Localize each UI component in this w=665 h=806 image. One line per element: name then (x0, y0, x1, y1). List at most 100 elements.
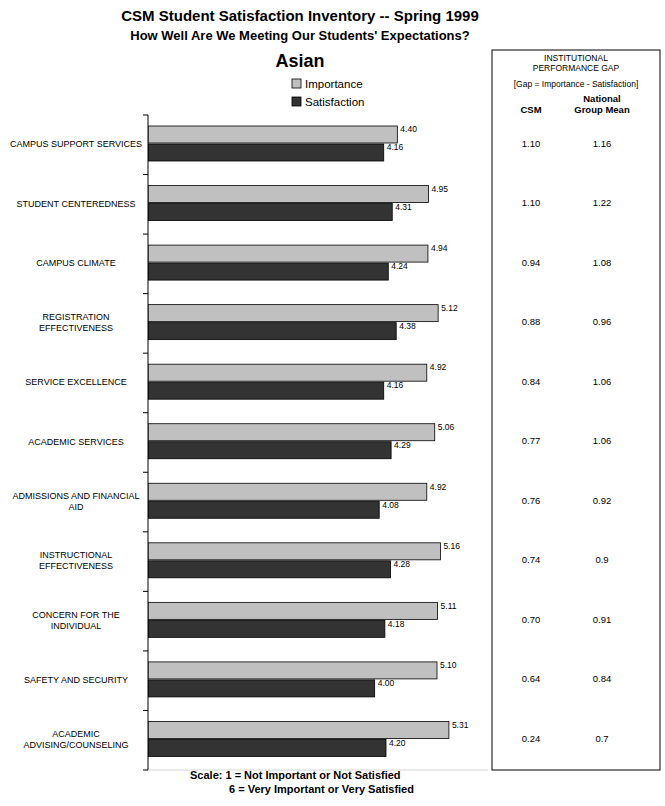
table-cell: 0.84 (522, 376, 541, 387)
data-label: 4.20 (389, 738, 406, 748)
category-tick (143, 234, 148, 235)
category-tick (143, 770, 148, 771)
bar (148, 126, 397, 143)
bar (148, 263, 388, 280)
legend-label: Importance (305, 78, 363, 90)
data-label: 4.29 (394, 440, 411, 450)
category-label: ADMISSIONS AND FINANCIALAID (12, 491, 139, 512)
category-label: ACADEMICADVISING/COUNSELING (23, 729, 128, 750)
table-cell: 0.74 (522, 554, 541, 565)
title: CSM Student Satisfaction Inventory -- Sp… (121, 7, 479, 24)
bar (148, 483, 427, 500)
bar (148, 245, 428, 262)
data-label: 4.92 (430, 482, 447, 492)
category-label: INSTRUCTIONALEFFECTIVENESS (39, 551, 113, 572)
bar (148, 501, 379, 518)
table-cell: 1.06 (593, 376, 612, 387)
bar (148, 680, 375, 697)
category-tick (143, 472, 148, 473)
bar (148, 543, 440, 560)
data-label: 4.94 (431, 243, 448, 253)
table-title: INSTITUTIONALPERFORMANCE GAP (533, 53, 620, 73)
table-header: NationalGroup Mean (574, 92, 630, 114)
table-cell: 0.77 (522, 435, 541, 446)
category-label: SAFETY AND SECURITY (24, 675, 128, 685)
category-label: ACADEMIC SERVICES (28, 437, 123, 447)
bar (148, 602, 438, 619)
data-label: 5.10 (440, 660, 457, 670)
bars (148, 126, 449, 756)
data-label: 4.40 (400, 124, 417, 134)
data-labels: 4.40 4.16 4.95 4.31 4.94 4.24 5.12 4.38 4.92 4.16… (378, 124, 469, 747)
chart: CSM Student Satisfaction Inventory -- Sp… (0, 0, 665, 806)
category-axis (148, 115, 149, 770)
data-label: 4.92 (430, 362, 447, 372)
table-cell: 0.76 (522, 495, 541, 506)
annotation: 6 = Very Important or Very Satisfied (229, 783, 414, 795)
table-cell: 1.08 (593, 257, 612, 268)
table-cell: 0.84 (593, 673, 612, 684)
data-label: 4.38 (399, 321, 416, 331)
bar (148, 364, 427, 381)
bar (148, 305, 438, 322)
table-header: CSM (520, 104, 541, 115)
bar (148, 620, 385, 637)
category-tick (143, 650, 148, 651)
category-tick (143, 591, 148, 592)
bar (148, 721, 449, 738)
table-cell: 0.64 (522, 673, 541, 684)
table-cell: 0.7 (595, 733, 608, 744)
category-labels: CAMPUS SUPPORT SERVICES STUDENT CENTEREDN… (10, 139, 142, 750)
data-label: 4.16 (387, 380, 404, 390)
data-label: 5.11 (441, 601, 457, 611)
data-label: 4.08 (382, 500, 399, 510)
subtitle: Asian (275, 51, 324, 71)
data-label: 5.12 (441, 303, 458, 313)
table-subtitle: [Gap = Importance - Satisfaction] (514, 79, 639, 89)
bar (148, 323, 396, 340)
table-cell: 1.10 (522, 197, 541, 208)
category-label: CAMPUS SUPPORT SERVICES (10, 139, 142, 149)
data-label: 4.18 (388, 619, 405, 629)
data-label: 4.28 (394, 559, 411, 569)
bar (148, 144, 384, 161)
table-cell: 0.92 (593, 495, 612, 506)
category-tick (143, 115, 148, 116)
category-tick (143, 531, 148, 532)
data-label: 4.31 (395, 202, 412, 212)
table-frame (492, 50, 660, 770)
data-label: 4.24 (391, 261, 408, 271)
table-cell: 1.22 (593, 197, 612, 208)
category-tick (143, 710, 148, 711)
subtitle: How Well Are We Meeting Our Students' Ex… (130, 28, 470, 43)
bar (148, 442, 391, 459)
category-tick (143, 174, 148, 175)
legend-swatch (292, 97, 301, 106)
data-label: 5.16 (443, 541, 460, 551)
table-cell: 0.96 (593, 316, 612, 327)
bar (148, 186, 429, 203)
table-cell: 1.10 (522, 138, 541, 149)
data-label: 4.95 (432, 184, 449, 194)
table-cell: 0.94 (522, 257, 541, 268)
gap-table: INSTITUTIONALPERFORMANCE GAP [Gap = Impor… (492, 50, 660, 770)
data-label: 4.16 (387, 142, 404, 152)
legend-label: Satisfaction (305, 96, 364, 108)
category-label: CAMPUS CLIMATE (36, 258, 115, 268)
bar (148, 662, 437, 679)
bar (148, 382, 384, 399)
category-label: SERVICE EXCELLENCE (25, 378, 126, 388)
category-label: STUDENT CENTEREDNESS (17, 199, 136, 209)
category-tick (143, 293, 148, 294)
data-label: 5.31 (452, 720, 469, 730)
bar (148, 424, 435, 441)
bar (148, 204, 392, 221)
data-label: 5.06 (438, 422, 455, 432)
table-cell: 0.24 (522, 733, 541, 744)
category-label: REGISTRATIONEFFECTIVENESS (39, 313, 113, 334)
table-cell: 0.88 (522, 316, 541, 327)
legend: Importance Satisfaction (292, 78, 364, 108)
category-tick (143, 412, 148, 413)
table-cell: 0.91 (593, 614, 612, 625)
table-cell: 0.9 (595, 554, 608, 565)
